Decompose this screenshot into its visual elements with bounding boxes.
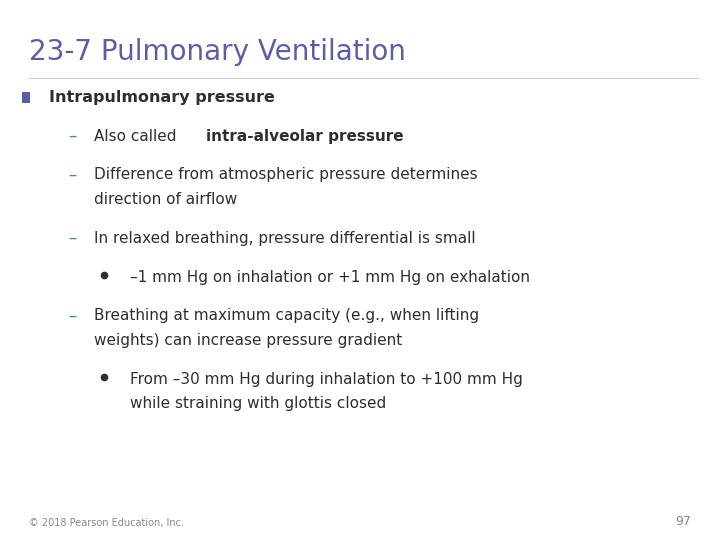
Text: –: –	[68, 229, 77, 247]
Text: From –30 mm Hg during inhalation to +100 mm Hg: From –30 mm Hg during inhalation to +100…	[130, 372, 523, 387]
Text: –: –	[68, 307, 77, 325]
FancyBboxPatch shape	[22, 92, 30, 103]
Text: Breathing at maximum capacity (e.g., when lifting: Breathing at maximum capacity (e.g., whe…	[94, 308, 479, 323]
Text: © 2018 Pearson Education, Inc.: © 2018 Pearson Education, Inc.	[29, 518, 184, 528]
Text: In relaxed breathing, pressure differential is small: In relaxed breathing, pressure different…	[94, 231, 475, 246]
Text: 97: 97	[675, 515, 691, 528]
Text: Also called: Also called	[94, 129, 181, 144]
Text: –1 mm Hg on inhalation or +1 mm Hg on exhalation: –1 mm Hg on inhalation or +1 mm Hg on ex…	[130, 269, 530, 285]
Text: –: –	[68, 127, 77, 145]
Text: intra-alveolar pressure: intra-alveolar pressure	[207, 129, 404, 144]
Text: weights) can increase pressure gradient: weights) can increase pressure gradient	[94, 333, 402, 348]
Text: direction of airflow: direction of airflow	[94, 192, 237, 207]
Text: Difference from atmospheric pressure determines: Difference from atmospheric pressure det…	[94, 167, 477, 183]
Text: Intrapulmonary pressure: Intrapulmonary pressure	[49, 90, 275, 105]
Text: 23-7 Pulmonary Ventilation: 23-7 Pulmonary Ventilation	[29, 38, 405, 66]
Text: –: –	[68, 166, 77, 184]
Text: while straining with glottis closed: while straining with glottis closed	[130, 396, 386, 411]
